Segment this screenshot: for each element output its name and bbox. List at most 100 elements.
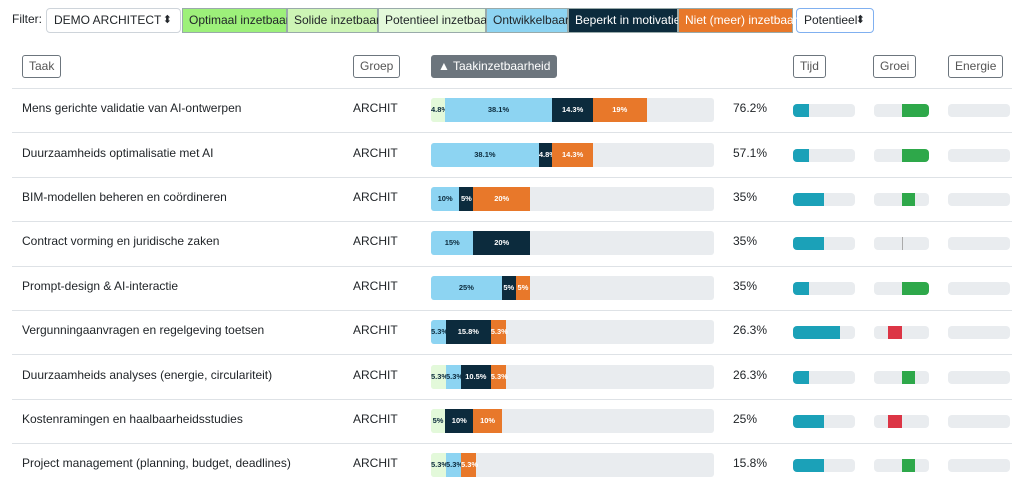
row-divider bbox=[12, 443, 1012, 445]
groei-track bbox=[874, 415, 929, 428]
bar-segment: 19% bbox=[592, 98, 647, 123]
bar-segment: 20% bbox=[473, 187, 531, 211]
energie-track bbox=[948, 281, 1010, 295]
segment-label: 38.1% bbox=[474, 149, 496, 159]
total-label: 26.3% bbox=[733, 367, 768, 382]
inzetbaarheid-bar: 15% 20% bbox=[431, 231, 714, 256]
segment-label: 19% bbox=[612, 105, 628, 115]
task-name: BIM-modellen beheren en coördineren bbox=[22, 190, 227, 204]
legend-item[interactable]: Optimaal inzetbaar bbox=[182, 8, 290, 33]
tijd-track bbox=[793, 370, 855, 384]
bar-segment: 38.1% bbox=[444, 98, 553, 123]
tijd-track bbox=[793, 148, 855, 162]
segment-label: 10% bbox=[480, 416, 496, 425]
segment-label: 10.5% bbox=[465, 371, 487, 381]
bar-segment: 14.3% bbox=[552, 142, 593, 167]
groei-track bbox=[874, 459, 929, 473]
bar-segment: 5.3% bbox=[445, 364, 463, 389]
inzetbaarheid-bar: 38.1% 4.8% 14.3% bbox=[431, 142, 714, 167]
task-name: Prompt-design & AI-interactie bbox=[22, 278, 179, 293]
segment-label: 5.3% bbox=[431, 371, 449, 381]
bar-segment: 5% bbox=[501, 275, 516, 300]
row-divider bbox=[12, 176, 1012, 178]
row-divider bbox=[12, 265, 1012, 267]
total-label: 57.1% bbox=[733, 145, 768, 160]
tijd-bar bbox=[793, 237, 824, 251]
group-name: ARCHIT bbox=[353, 367, 398, 382]
column-header[interactable]: Groep bbox=[353, 55, 401, 78]
segment-label: 5% bbox=[503, 282, 515, 292]
row-divider bbox=[12, 354, 1012, 356]
energie-track bbox=[948, 193, 1010, 206]
bar-segment: 5.3% bbox=[431, 453, 449, 478]
energie-track bbox=[948, 104, 1010, 118]
task-name: Duurzaamheids optimalisatie met AI bbox=[22, 145, 214, 160]
bar-segment: 5.3% bbox=[431, 320, 448, 345]
groei-bar bbox=[901, 237, 903, 251]
legend-item[interactable]: Ontwikkelbaar bbox=[486, 8, 569, 33]
segment-label: 20% bbox=[494, 194, 510, 203]
bar-segment: 15% bbox=[431, 231, 474, 256]
segment-label: 5.3% bbox=[431, 460, 449, 470]
inzetbaarheid-bar: 25% 5% 5% bbox=[431, 275, 714, 300]
total-label: 15.8% bbox=[733, 456, 768, 471]
segment-label: 38.1% bbox=[487, 105, 510, 115]
total-label: 76.2% bbox=[733, 101, 768, 116]
inzetbaarheid-bar: 5.3% 15.8% 5.3% bbox=[431, 320, 714, 345]
tijd-bar bbox=[793, 104, 809, 118]
bar-segment: 10% bbox=[473, 409, 502, 433]
row-divider bbox=[12, 132, 1012, 134]
groei-bar bbox=[901, 104, 929, 118]
segment-label: 5.3% bbox=[460, 460, 479, 470]
group-name: ARCHIT bbox=[353, 101, 398, 116]
groei-track bbox=[874, 281, 929, 295]
segment-label: 4.8% bbox=[538, 149, 556, 159]
bar-segment: 5.3% bbox=[460, 453, 479, 478]
tijd-track bbox=[793, 237, 855, 251]
inzetbaarheid-bar: 4.8% 38.1% 14.3% 19% bbox=[431, 98, 714, 123]
column-header[interactable]: ▲ Taakinzetbaarheid bbox=[431, 55, 558, 78]
energie-track bbox=[948, 148, 1010, 162]
tijd-track bbox=[793, 415, 855, 428]
legend-item[interactable]: Niet (meer) inzetbaar bbox=[678, 8, 798, 33]
legend-item[interactable]: Solide inzetbaar bbox=[287, 8, 380, 33]
row-divider bbox=[12, 310, 1012, 311]
energie-track bbox=[948, 459, 1010, 473]
segment-label: 5% bbox=[432, 416, 444, 425]
bar-segment: 10% bbox=[431, 187, 460, 211]
bar-segment: 20% bbox=[473, 231, 531, 256]
segment-label: 25% bbox=[458, 282, 474, 292]
segment-label: 15% bbox=[444, 238, 460, 248]
bar-segment: 4.8% bbox=[538, 142, 556, 167]
total-label: 26.3% bbox=[733, 323, 768, 338]
column-header[interactable]: Groei bbox=[873, 55, 917, 78]
bar-segment: 38.1% bbox=[431, 142, 539, 167]
bar-segment: 10% bbox=[445, 409, 474, 433]
legend-item[interactable]: Beperkt in motivatie bbox=[568, 8, 680, 33]
inzetbaarheid-bar: 10% 5% 20% bbox=[431, 187, 714, 211]
groei-bar bbox=[887, 415, 902, 428]
tijd-bar bbox=[793, 148, 809, 162]
tijd-track bbox=[793, 193, 855, 206]
segment-label: 5.3% bbox=[490, 371, 508, 381]
column-header[interactable]: Energie bbox=[948, 55, 1004, 78]
column-header[interactable]: Tijd bbox=[793, 55, 826, 78]
tijd-bar bbox=[793, 370, 809, 384]
filter-select[interactable]: DEMO ARCHITECT bbox=[46, 8, 181, 33]
tijd-track bbox=[793, 459, 855, 473]
legend-item[interactable]: Potentieel inzetbaar bbox=[378, 8, 491, 33]
energie-track bbox=[948, 326, 1010, 340]
groei-track bbox=[874, 370, 929, 384]
groei-bar bbox=[901, 459, 916, 473]
tijd-bar bbox=[793, 193, 824, 206]
energie-track bbox=[948, 415, 1010, 428]
groei-bar bbox=[887, 326, 902, 340]
group-name: ARCHIT bbox=[353, 234, 398, 249]
header-divider bbox=[12, 88, 1012, 89]
bar-segment: 25% bbox=[431, 275, 502, 300]
segment-label: 10% bbox=[437, 194, 453, 203]
energie-track bbox=[948, 237, 1010, 251]
column-header[interactable]: Taak bbox=[22, 55, 62, 78]
task-name: Contract vorming en juridische zaken bbox=[22, 234, 220, 249]
sort-select[interactable]: Potentieel bbox=[796, 8, 874, 33]
